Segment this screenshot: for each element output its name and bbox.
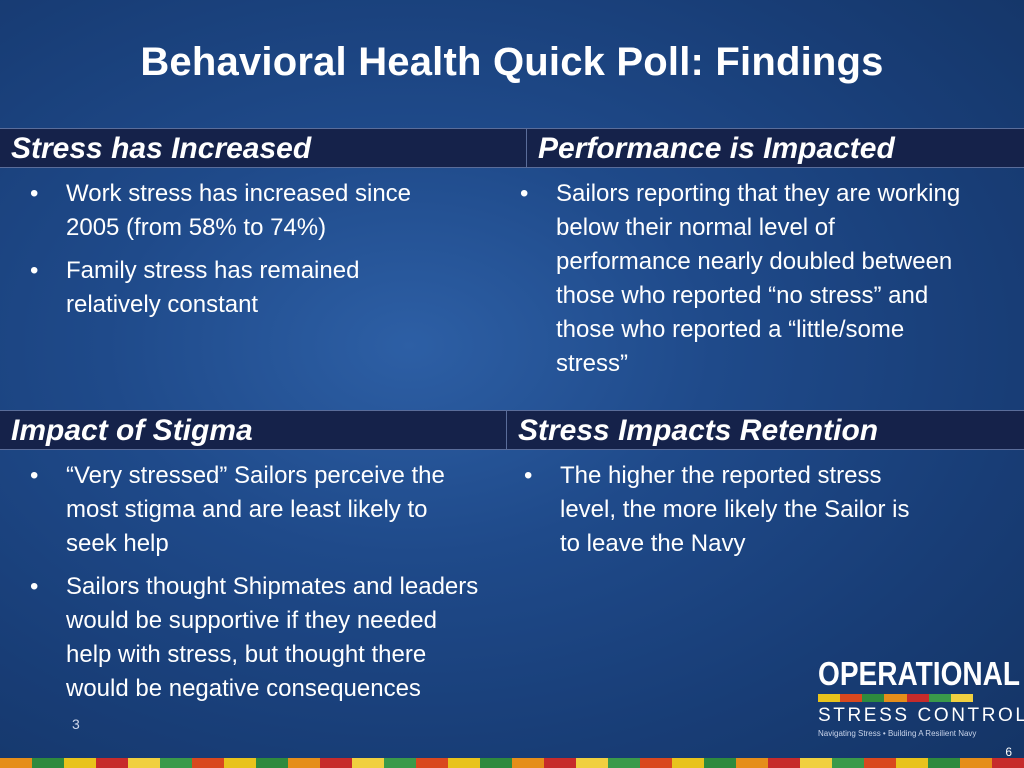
page-number: 6 <box>1005 745 1012 759</box>
slide-fragment: 3 <box>72 716 80 732</box>
bullet-item: Sailors reporting that they are working … <box>518 177 968 381</box>
bullet-item: Family stress has remained relatively co… <box>28 254 418 322</box>
heading-performance: Performance is Impacted <box>526 128 1024 168</box>
bullets-performance: Sailors reporting that they are working … <box>518 177 968 390</box>
bullets-stress-increased: Work stress has increased since 2005 (fr… <box>28 177 418 331</box>
bullet-item: “Very stressed” Sailors perceive the mos… <box>28 459 483 561</box>
operational-stress-control-logo: OPERATIONAL STRESS CONTROL Navigating St… <box>818 655 1024 740</box>
footer-stripe <box>0 758 1024 768</box>
heading-stress-increased: Stress has Increased <box>0 128 526 168</box>
heading-retention: Stress Impacts Retention <box>506 410 1024 450</box>
logo-line2: STRESS CONTROL <box>818 705 1024 726</box>
slide-title: Behavioral Health Quick Poll: Findings <box>140 40 884 84</box>
logo-line1: OPERATIONAL <box>818 655 1021 692</box>
bullet-item: The higher the reported stress level, th… <box>522 459 912 561</box>
bullet-item: Work stress has increased since 2005 (fr… <box>28 177 418 245</box>
heading-stigma: Impact of Stigma <box>0 410 506 450</box>
logo-stripe <box>818 694 973 702</box>
logo-tagline: Navigating Stress • Building A Resilient… <box>818 729 977 738</box>
bullets-retention: The higher the reported stress level, th… <box>522 459 912 570</box>
bullet-item: Sailors thought Shipmates and leaders wo… <box>28 570 483 706</box>
bullets-stigma: “Very stressed” Sailors perceive the mos… <box>28 459 483 715</box>
